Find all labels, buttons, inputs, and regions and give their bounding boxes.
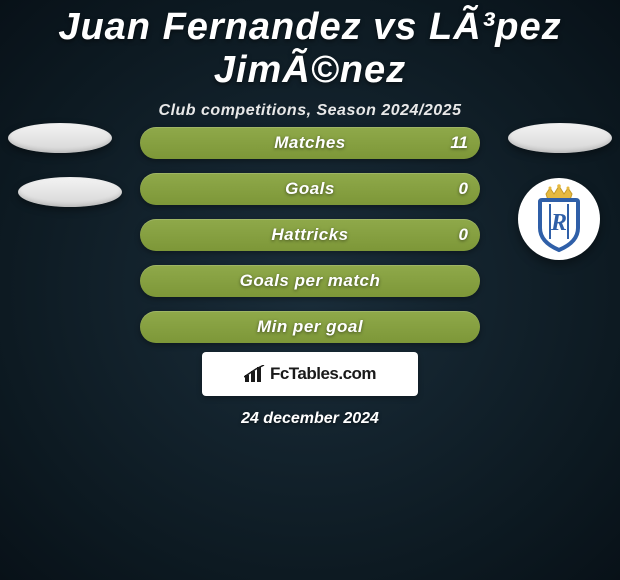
footer-logo-label: FcTables.com <box>270 364 376 384</box>
stat-bar: Goals 0 <box>140 173 480 205</box>
page-title: Juan Fernandez vs LÃ³pez JimÃ©nez <box>0 0 620 92</box>
stat-label: Goals per match <box>240 271 381 291</box>
stat-bar: Min per goal <box>140 311 480 343</box>
stat-row-matches: Matches 11 <box>0 120 620 166</box>
stat-bar: Goals per match <box>140 265 480 297</box>
stat-row-goals-per-match: Goals per match <box>0 258 620 304</box>
stat-label: Min per goal <box>257 317 363 337</box>
stat-row-hattricks: Hattricks 0 <box>0 212 620 258</box>
stat-label: Goals <box>285 179 335 199</box>
bar-chart-icon <box>244 365 266 383</box>
stat-label: Hattricks <box>271 225 348 245</box>
stat-value-right: 11 <box>450 133 468 153</box>
stat-value-right: 0 <box>459 225 468 245</box>
stats-container: Matches 11 Goals 0 Hattricks 0 Goals per… <box>0 120 620 350</box>
stat-value-right: 0 <box>459 179 468 199</box>
footer-logo: FcTables.com <box>202 352 418 396</box>
footer-logo-text: FcTables.com <box>244 364 376 384</box>
footer-date: 24 december 2024 <box>0 410 620 428</box>
stat-label: Matches <box>274 133 346 153</box>
stat-row-min-per-goal: Min per goal <box>0 304 620 350</box>
stat-bar: Hattricks 0 <box>140 219 480 251</box>
stat-bar: Matches 11 <box>140 127 480 159</box>
page-subtitle: Club competitions, Season 2024/2025 <box>0 102 620 120</box>
stat-row-goals: Goals 0 <box>0 166 620 212</box>
